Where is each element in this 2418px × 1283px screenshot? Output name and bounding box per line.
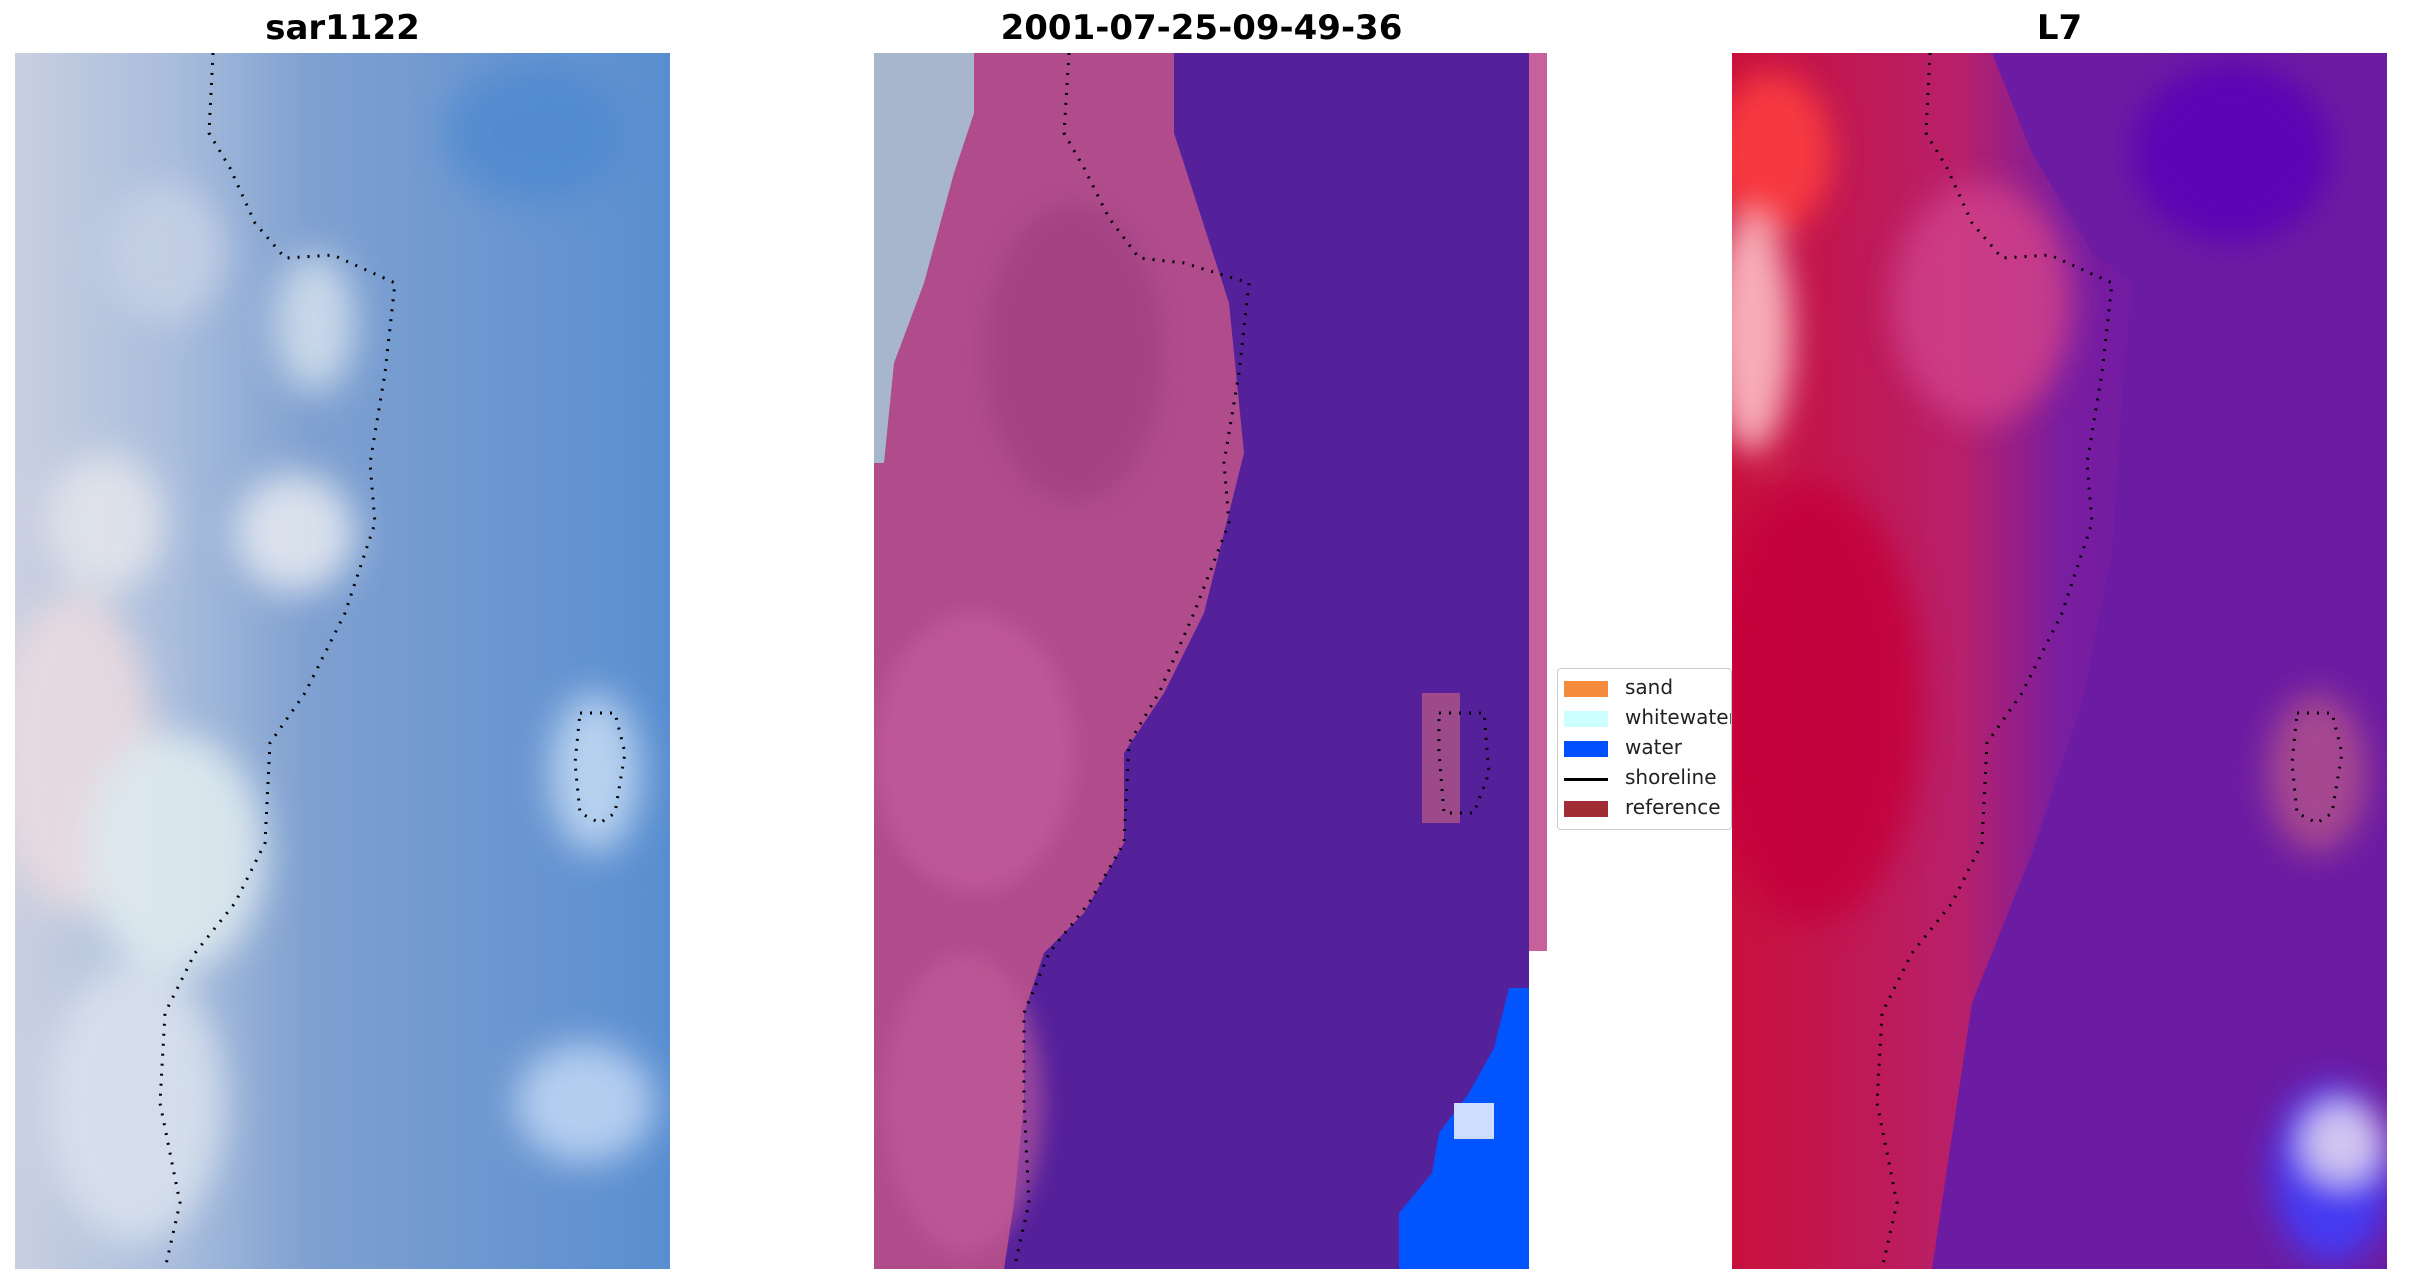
legend-label-reference: reference <box>1625 795 1721 819</box>
legend-label-shoreline: shoreline <box>1625 765 1717 789</box>
legend-item-water: water <box>1558 733 1731 763</box>
legend-label-sand: sand <box>1625 675 1674 699</box>
legend: sand whitewater water shoreline referenc… <box>1557 668 1732 830</box>
panel-title-l7: L7 <box>2036 8 2083 48</box>
legend-label-water: water <box>1625 735 1682 759</box>
sand-swatch <box>1564 681 1608 697</box>
shoreline-line-icon <box>1564 778 1608 781</box>
rgb-image-panel <box>15 53 670 1269</box>
classification-image <box>874 53 1547 1269</box>
legend-item-whitewater: whitewater <box>1558 703 1732 733</box>
panel-title-sar1122: sar1122 <box>265 8 420 48</box>
reference-swatch <box>1564 801 1608 817</box>
legend-item-shoreline: shoreline <box>1558 763 1731 793</box>
panel-title-date: 2001-07-25-09-49-36 <box>1000 8 1403 48</box>
water-swatch <box>1564 741 1608 757</box>
legend-item-reference: reference <box>1558 793 1731 823</box>
right-strip <box>1529 53 1547 951</box>
whitewater-swatch <box>1564 711 1608 727</box>
legend-label-whitewater: whitewater <box>1625 705 1732 729</box>
legend-item-sand: sand <box>1558 673 1731 703</box>
l7-panel <box>1732 53 2387 1269</box>
rgb-image <box>15 53 670 1269</box>
l7-image <box>1732 53 2387 1269</box>
classification-panel <box>874 53 1556 1269</box>
